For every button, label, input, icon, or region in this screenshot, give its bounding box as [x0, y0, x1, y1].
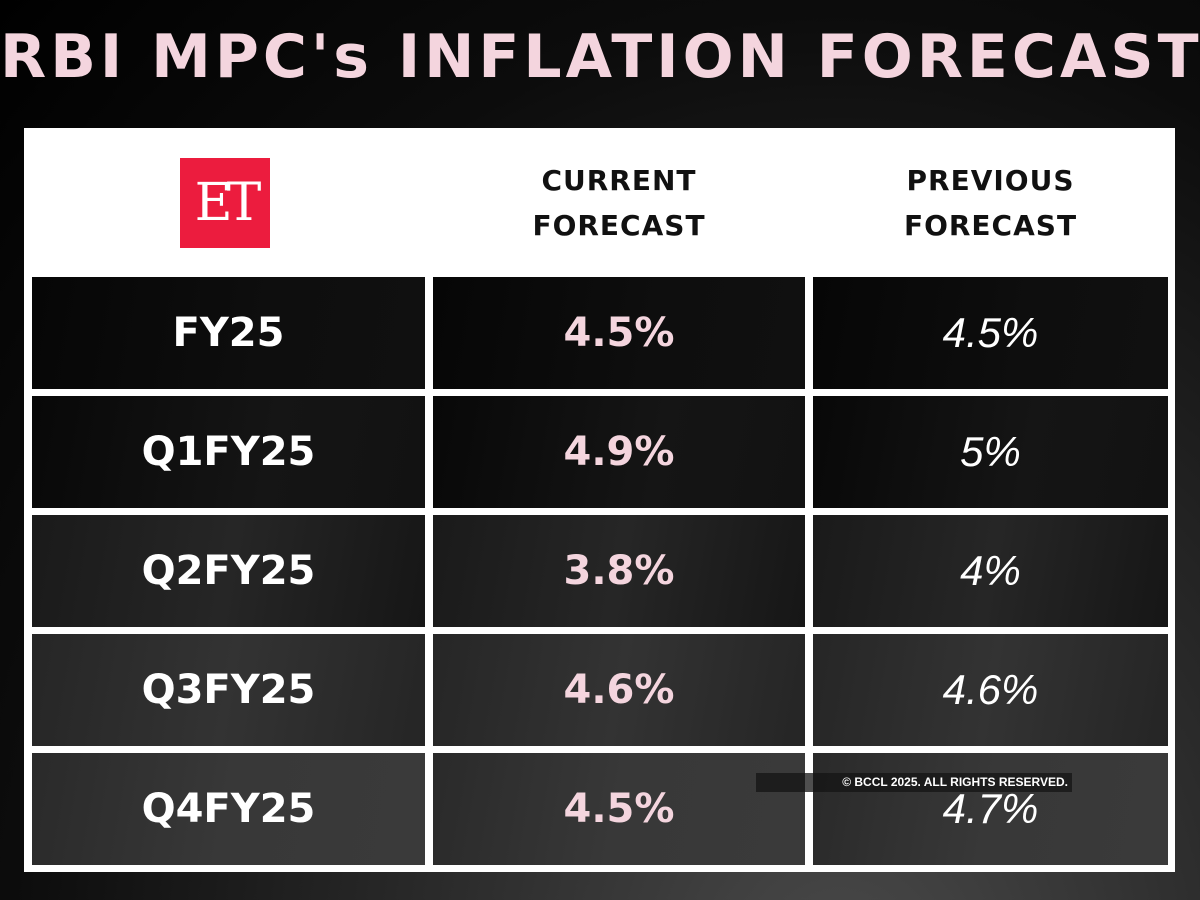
row-current: 3.8% — [433, 515, 805, 627]
row-current: 4.5% — [433, 277, 805, 389]
header-previous-forecast: PREVIOUS FORECAST — [813, 128, 1168, 277]
header-current-line1: CURRENT — [541, 163, 697, 197]
row-previous: 4.7% — [813, 753, 1168, 865]
header-previous-line1: PREVIOUS — [906, 163, 1075, 197]
et-logo: ET — [180, 158, 270, 248]
copyright-watermark: © BCCL 2025. ALL RIGHTS RESERVED. — [756, 773, 1072, 792]
page-title: RBI MPC's INFLATION FORECAST — [0, 22, 1200, 92]
forecast-table: ET CURRENT FORECAST PREVIOUS FORECAST FY25… — [24, 128, 1175, 872]
row-period: Q3FY25 — [32, 634, 425, 746]
row-previous: 4.5% — [813, 277, 1168, 389]
header-previous-line2: FORECAST — [903, 208, 1078, 242]
row-previous: 5% — [813, 396, 1168, 508]
row-period: Q4FY25 — [32, 753, 425, 865]
row-period: Q1FY25 — [32, 396, 425, 508]
header-current-forecast: CURRENT FORECAST — [433, 128, 805, 277]
header-current-line2: FORECAST — [532, 208, 706, 242]
row-current: 4.5% — [433, 753, 805, 865]
row-previous: 4% — [813, 515, 1168, 627]
row-current: 4.6% — [433, 634, 805, 746]
row-period: FY25 — [32, 277, 425, 389]
row-period: Q2FY25 — [32, 515, 425, 627]
row-current: 4.9% — [433, 396, 805, 508]
row-previous: 4.6% — [813, 634, 1168, 746]
